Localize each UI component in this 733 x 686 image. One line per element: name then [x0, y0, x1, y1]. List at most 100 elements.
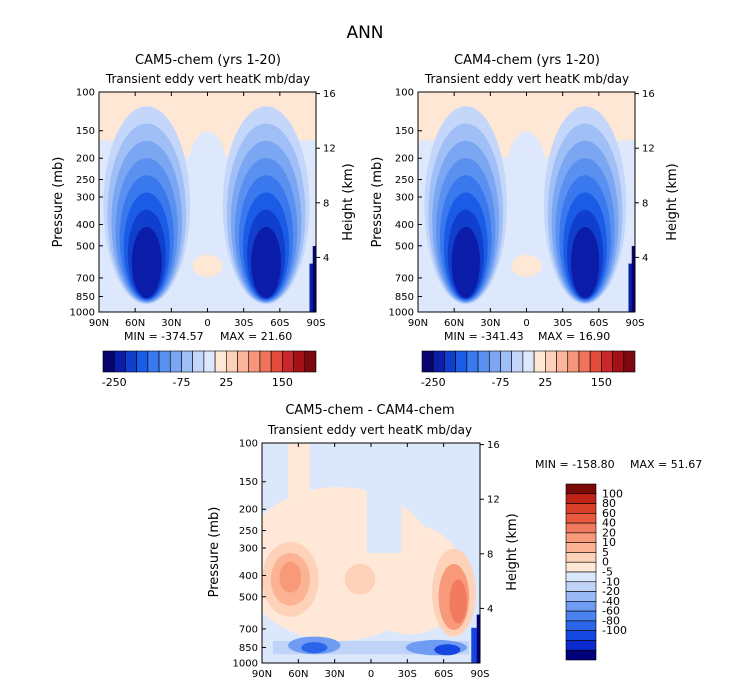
x-tick-label: 90S [306, 318, 325, 329]
field-negative-edge [471, 627, 480, 663]
colorbar-swatch [565, 552, 597, 563]
colorbar-swatch [565, 649, 597, 661]
y-axis-label: Pressure (mb) [370, 157, 385, 248]
colorbar-label: -20 [602, 585, 620, 598]
field-negative-edge [476, 614, 480, 663]
panel-subtitle: Transient eddy vert heatK mb/day [424, 72, 629, 86]
colorbar-label: -40 [602, 595, 620, 608]
field-positive-equator [511, 254, 542, 277]
field-negative-core [251, 226, 282, 298]
y-tick-label: 850 [76, 292, 95, 303]
field-negative-edge [631, 246, 635, 312]
y-axis-label: Pressure (mb) [207, 507, 222, 598]
colorbar-swatch [192, 350, 205, 373]
colorbar-swatch [226, 350, 238, 373]
colorbar-swatch [488, 350, 501, 373]
colorbar-label: -60 [602, 605, 620, 618]
colorbar-label: 100 [602, 487, 623, 500]
axis-ticks: 90N 60N 30N 0 30S 60S 90S 100 150 200 250 300 400 500… [233, 439, 500, 681]
colorbar-swatch [136, 350, 149, 373]
colorbar-label: -75 [172, 376, 190, 389]
x-tick-label: 30S [553, 318, 572, 329]
y-tick-label: 400 [395, 220, 414, 231]
colorbar-swatch [304, 350, 317, 373]
y-tick-label: 500 [239, 592, 258, 603]
y-tick-label: 1000 [70, 308, 95, 319]
contour-field [99, 92, 316, 312]
x-tick-label: 90S [470, 669, 489, 680]
panel-subtitle: Transient eddy vert heatK mb/day [105, 72, 310, 86]
colorbar-swatch [522, 350, 535, 373]
y-tick-label: 100 [76, 88, 95, 99]
y-tick-label: 1000 [233, 659, 258, 670]
colorbar-swatch [113, 350, 126, 373]
colorbar-swatch [421, 350, 434, 373]
colorbar-swatch [500, 350, 512, 373]
colorbar-swatch [432, 350, 445, 373]
axis-ticks: 90N 60N 30N 0 30S 60S 90S 100 150 200 250 300 400 500… [70, 88, 336, 330]
x-tick-label: 60S [589, 318, 608, 329]
colorbar-swatch [125, 350, 137, 373]
field-tropical-neutral [187, 131, 228, 211]
colorbar-swatch [565, 532, 597, 543]
colorbar-label: 25 [538, 376, 552, 389]
x-tick-label: 60N [125, 318, 145, 329]
colorbar-swatch [589, 350, 602, 373]
field-positive-mid [344, 564, 376, 595]
y-tick-label: 250 [395, 175, 414, 186]
colorbar-label: -5 [602, 566, 613, 579]
colorbar-label: 10 [602, 536, 616, 549]
colorbar-swatch [623, 350, 636, 373]
colorbar-label: 60 [602, 507, 616, 520]
y-tick-label: 100 [395, 88, 414, 99]
colorbar-swatch [565, 513, 597, 524]
contour-field [418, 92, 635, 312]
y-axis-label: Pressure (mb) [51, 157, 66, 248]
panel-cam4: CAM4-chem (yrs 1-20) Transient eddy vert… [370, 53, 680, 389]
field-positive-right [449, 579, 467, 624]
colorbar-swatch [565, 503, 597, 514]
colorbar-label: 25 [219, 376, 233, 389]
panel-diff: CAM5-chem - CAM4-chem Transient eddy ver… [207, 403, 702, 680]
field-negative-low [301, 642, 328, 654]
colorbar-swatch [565, 522, 597, 534]
field-negative-low [434, 644, 461, 656]
x-tick-label: 0 [204, 318, 210, 329]
colorbar-swatch [282, 350, 294, 373]
colorbar-label: -80 [602, 614, 620, 627]
min-label: MIN = -158.80 [535, 458, 615, 471]
colorbar-swatch [565, 620, 597, 631]
field-positive-left [279, 561, 302, 593]
x-tick-label: 0 [523, 318, 529, 329]
min-label: MIN = -341.43 [444, 330, 524, 343]
colorbar-swatch [248, 350, 261, 373]
colorbar-label: 80 [602, 497, 616, 510]
y-right-tick-label: 12 [323, 144, 336, 155]
y-right-tick-label: 12 [642, 144, 655, 155]
colorbar-swatch [466, 350, 479, 373]
colorbar-swatch [169, 350, 182, 373]
y-axis-right-label: Height (km) [665, 163, 680, 240]
x-tick-label: 60N [444, 318, 464, 329]
y-tick-label: 150 [239, 477, 258, 488]
colorbar-swatch [556, 350, 569, 373]
colorbar-label: 5 [602, 546, 609, 559]
max-label: MAX = 51.67 [630, 458, 702, 471]
colorbar-swatch [147, 350, 160, 373]
y-right-tick-label: 16 [323, 89, 336, 100]
colorbar-swatch [259, 350, 272, 373]
colorbar-label: 40 [602, 517, 616, 530]
colorbar-swatch [102, 350, 115, 373]
y-axis-right-label: Height (km) [505, 513, 520, 590]
colorbar-swatch [565, 561, 597, 573]
y-tick-label: 500 [76, 241, 95, 252]
x-tick-label: 30N [161, 318, 181, 329]
y-right-tick-label: 8 [487, 549, 493, 560]
colorbar-swatch [237, 350, 250, 373]
colorbar-swatch [444, 350, 456, 373]
colorbar: -250 -75 25 150 [421, 350, 636, 389]
panel-subtitle: Transient eddy vert heatK mb/day [267, 423, 472, 437]
y-right-tick-label: 8 [642, 198, 648, 209]
colorbar-swatch [181, 350, 193, 373]
colorbar-swatch [203, 350, 216, 373]
